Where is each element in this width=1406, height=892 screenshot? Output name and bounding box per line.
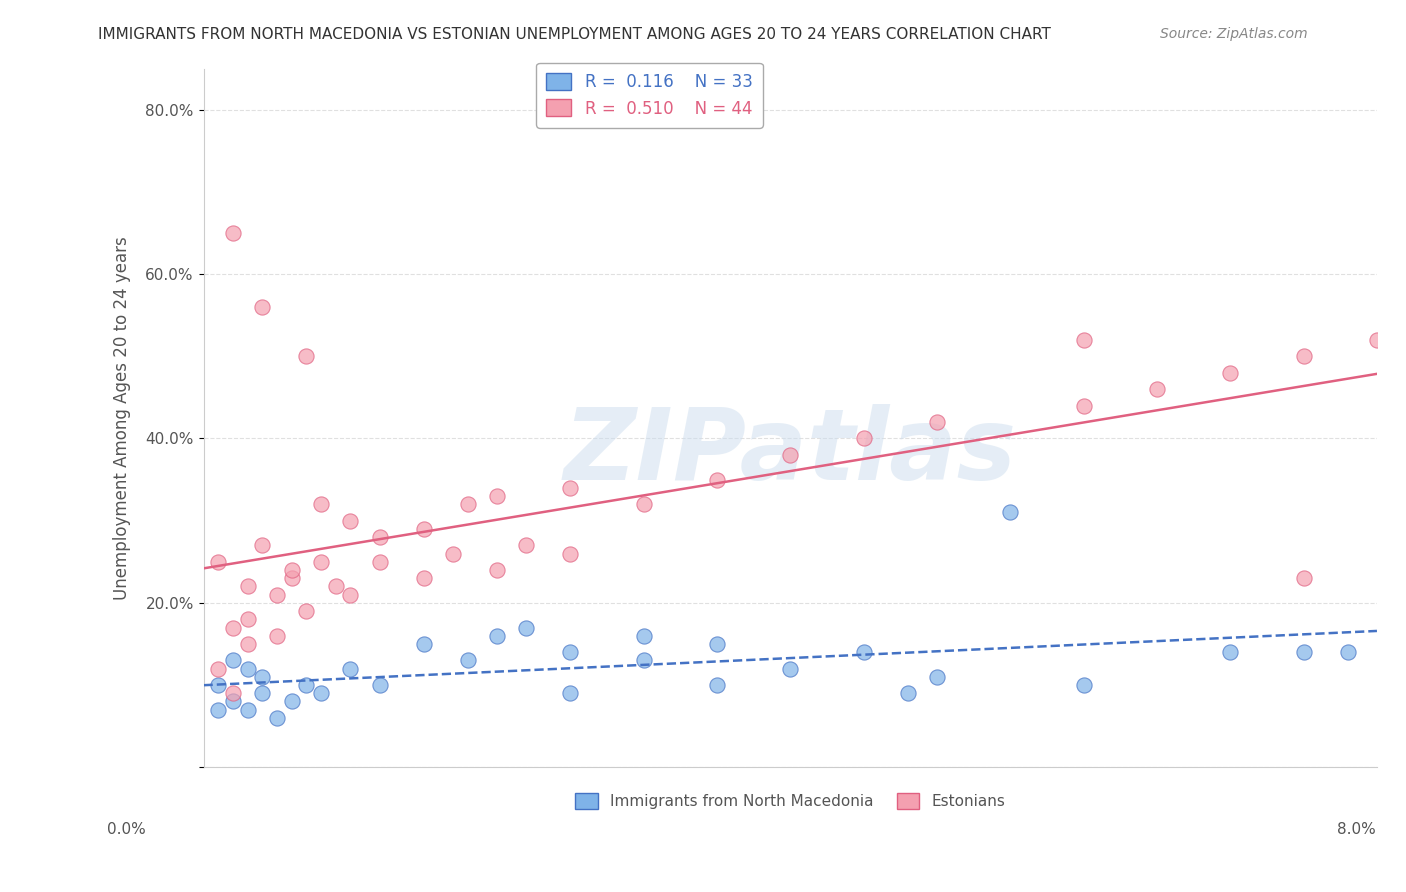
Point	[250, 300, 273, 314]
Point	[485, 629, 508, 643]
Point	[236, 662, 259, 676]
Point	[1292, 645, 1315, 659]
Point	[236, 612, 259, 626]
Point	[280, 694, 302, 708]
Point	[412, 571, 434, 585]
Point	[339, 588, 361, 602]
Point	[485, 563, 508, 577]
Point	[368, 530, 391, 544]
Point	[852, 645, 875, 659]
Point	[515, 620, 537, 634]
Text: ZIPatlas: ZIPatlas	[564, 404, 1017, 501]
Point	[266, 629, 288, 643]
Point	[485, 489, 508, 503]
Point	[368, 678, 391, 692]
Text: IMMIGRANTS FROM NORTH MACEDONIA VS ESTONIAN UNEMPLOYMENT AMONG AGES 20 TO 24 YEA: IMMIGRANTS FROM NORTH MACEDONIA VS ESTON…	[98, 27, 1052, 42]
Point	[325, 579, 347, 593]
Point	[633, 629, 655, 643]
Point	[1073, 678, 1095, 692]
Point	[309, 555, 332, 569]
Point	[250, 538, 273, 552]
Point	[779, 448, 801, 462]
Point	[207, 555, 229, 569]
Point	[412, 637, 434, 651]
Point	[250, 686, 273, 700]
Point	[1073, 333, 1095, 347]
Point	[1336, 645, 1358, 659]
Point	[339, 662, 361, 676]
Point	[441, 547, 464, 561]
Y-axis label: Unemployment Among Ages 20 to 24 years: Unemployment Among Ages 20 to 24 years	[114, 236, 131, 599]
Point	[560, 547, 582, 561]
Point	[222, 653, 245, 667]
Point	[633, 497, 655, 511]
Point	[309, 497, 332, 511]
Point	[633, 653, 655, 667]
Point	[280, 563, 302, 577]
Point	[222, 686, 245, 700]
Legend: Immigrants from North Macedonia, Estonians: Immigrants from North Macedonia, Estonia…	[569, 788, 1012, 815]
Point	[309, 686, 332, 700]
Point	[295, 678, 318, 692]
Point	[1000, 505, 1022, 519]
Text: 8.0%: 8.0%	[1337, 822, 1376, 837]
Point	[1146, 382, 1168, 396]
Point	[295, 349, 318, 363]
Point	[222, 694, 245, 708]
Point	[222, 226, 245, 240]
Point	[852, 432, 875, 446]
Point	[457, 653, 479, 667]
Point	[368, 555, 391, 569]
Text: Source: ZipAtlas.com: Source: ZipAtlas.com	[1160, 27, 1308, 41]
Point	[457, 497, 479, 511]
Text: 0.0%: 0.0%	[107, 822, 146, 837]
Point	[1292, 349, 1315, 363]
Point	[1219, 366, 1241, 380]
Point	[1292, 571, 1315, 585]
Point	[925, 415, 948, 429]
Point	[280, 571, 302, 585]
Point	[706, 473, 728, 487]
Point	[250, 670, 273, 684]
Point	[897, 686, 920, 700]
Point	[779, 662, 801, 676]
Point	[339, 514, 361, 528]
Point	[560, 481, 582, 495]
Point	[560, 686, 582, 700]
Point	[1365, 333, 1388, 347]
Point	[266, 711, 288, 725]
Point	[1073, 399, 1095, 413]
Point	[515, 538, 537, 552]
Point	[925, 670, 948, 684]
Point	[412, 522, 434, 536]
Point	[706, 678, 728, 692]
Point	[295, 604, 318, 618]
Point	[236, 703, 259, 717]
Point	[1219, 645, 1241, 659]
Point	[236, 579, 259, 593]
Point	[207, 678, 229, 692]
Point	[207, 703, 229, 717]
Point	[222, 620, 245, 634]
Point	[266, 588, 288, 602]
Point	[236, 637, 259, 651]
Point	[560, 645, 582, 659]
Point	[207, 662, 229, 676]
Point	[706, 637, 728, 651]
